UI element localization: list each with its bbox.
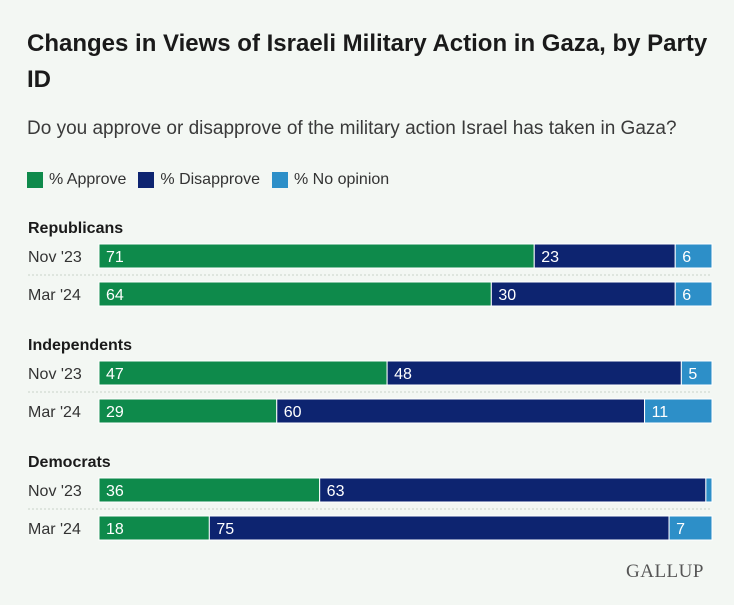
data-label-disapprove: 60: [284, 404, 302, 421]
legend-swatch-approve: [27, 172, 43, 188]
gallup-logo: GALLUP: [626, 561, 704, 582]
bar-no-opinion: [674, 281, 713, 307]
bar-no-opinion: [705, 477, 713, 503]
legend-swatch-no-opinion: [272, 172, 288, 188]
data-label-approve: 71: [106, 249, 124, 266]
data-label-no-opinion: 5: [688, 366, 697, 383]
stacked-bar-chart: Republicans Nov '23 71 23 6 Mar '24 64 30 6 Indep…: [28, 220, 713, 541]
legend-label-approve: % Approve: [49, 171, 127, 188]
chart-title: Changes in Views of Israeli Military Act…: [27, 30, 708, 93]
bar-disapprove: [490, 281, 676, 307]
legend-swatch-disapprove: [138, 172, 155, 188]
bar-approve: [98, 360, 388, 386]
group-label-republicans: Republicans: [28, 220, 123, 237]
data-label-approve: 29: [106, 404, 124, 421]
row-label: Nov '23: [28, 249, 82, 266]
data-label-disapprove: 75: [216, 521, 234, 538]
bar-approve: [98, 515, 210, 541]
legend-item-no-opinion: % No opinion: [272, 171, 389, 189]
row-label: Mar '24: [28, 404, 81, 421]
legend-item-disapprove: % Disapprove: [138, 171, 260, 189]
bar-no-opinion: [680, 360, 713, 386]
data-label-disapprove: 23: [541, 249, 559, 266]
data-label-approve: 64: [106, 287, 124, 304]
legend: % Approve % Disapprove % No opinion: [27, 169, 401, 191]
bar-disapprove: [533, 243, 676, 269]
data-label-no-opinion: 11: [652, 404, 669, 421]
bar-disapprove: [319, 477, 707, 503]
bar-approve: [98, 477, 321, 503]
data-label-approve: 18: [106, 521, 124, 538]
legend-label-no-opinion: % No opinion: [294, 171, 390, 188]
bar-no-opinion: [668, 515, 713, 541]
row-label: Nov '23: [28, 483, 82, 500]
data-label-disapprove: 30: [498, 287, 516, 304]
chart-subtitle: Do you approve or disapprove of the mili…: [27, 118, 677, 139]
row-label: Mar '24: [28, 287, 81, 304]
data-label-no-opinion: 6: [682, 249, 691, 266]
bar-no-opinion: [674, 243, 713, 269]
bar-disapprove: [276, 398, 646, 424]
legend-label-disapprove: % Disapprove: [160, 171, 260, 188]
bar-no-opinion: [644, 398, 713, 424]
bar-approve: [98, 398, 278, 424]
bar-approve: [98, 281, 492, 307]
data-label-no-opinion: 6: [682, 287, 691, 304]
bar-approve: [98, 243, 535, 269]
bar-disapprove: [386, 360, 682, 386]
row-label: Nov '23: [28, 366, 82, 383]
bar-disapprove: [208, 515, 670, 541]
data-label-no-opinion: 7: [676, 521, 685, 538]
data-label-approve: 47: [106, 366, 124, 383]
data-label-approve: 36: [106, 483, 124, 500]
group-label-independents: Independents: [28, 337, 132, 354]
data-label-disapprove: 63: [327, 483, 345, 500]
legend-item-approve: % Approve: [27, 171, 126, 189]
group-label-democrats: Democrats: [28, 454, 111, 471]
row-label: Mar '24: [28, 521, 81, 538]
data-label-disapprove: 48: [394, 366, 412, 383]
